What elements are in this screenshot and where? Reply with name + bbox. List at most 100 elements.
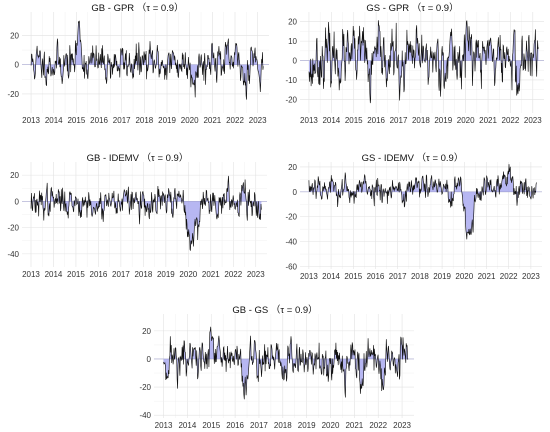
x-tick-label: 2015 [202,421,220,430]
y-tick-label: 0 [293,57,298,66]
x-tick-label: 2022 [224,270,242,279]
x-tick-label: 2018 [412,116,430,125]
x-tick-label: 2017 [250,421,268,430]
x-tick-label: 2019 [298,421,316,430]
x-tick-label: 2020 [181,116,199,125]
x-tick-label: 2023 [247,270,265,279]
y-tick-label: 20 [288,18,297,27]
chart-panel-gb-gs: GB - GS （τ = 0.9） 20 0 -20 -40 2013 2014 2015 2… [130,302,420,432]
x-tick-label: 2016 [367,272,385,281]
y-tick-label: 20 [10,171,19,180]
x-tick-label: 2014 [178,421,196,430]
x-tick-label: 2022 [226,116,244,125]
x-tick-label: 2014 [322,272,340,281]
x-tick-label: 2017 [113,116,131,125]
x-tick-label: 2021 [202,270,220,279]
y-tick-label: 0 [147,355,152,364]
x-tick-label: 2013 [155,421,173,430]
series-line [163,326,409,400]
x-tick-label: 2019 [158,116,176,125]
x-tick-label: 2016 [367,116,385,125]
x-tick-label: 2019 [434,116,452,125]
grid [300,162,542,269]
x-tick-label: 2015 [345,116,363,125]
y-tick-label: 20 [10,31,19,40]
y-tick-label: -20 [285,95,297,104]
y-tick-label: -20 [7,90,19,99]
y-tick-label: -20 [285,213,297,222]
x-tick-label: 2021 [345,421,363,430]
x-tick-label: 2023 [522,272,540,281]
series-line [308,164,537,240]
x-tick-label: 2020 [457,116,475,125]
x-tick-label: 2021 [478,272,496,281]
chart-panel-gb-idemv: GB - IDEMV （τ = 0.9） 20 0 -20 -40 2013 2014 20… [0,150,275,280]
x-tick-label: 2013 [300,272,318,281]
x-tick-label: 2018 [274,421,292,430]
x-tick-label: 2014 [45,116,63,125]
grid [22,162,267,267]
x-tick-label: 2017 [389,272,407,281]
chart-plot: 20 0 -20 -40 2013 2014 2015 2016 2017 2018 2019 202… [139,314,414,430]
x-tick-label: 2015 [67,270,85,279]
chart-title: GB - GPR （τ = 0.9） [91,3,184,14]
y-tick-label: 10 [288,37,297,46]
series-line [30,175,262,251]
x-tick-label: 2019 [157,270,175,279]
chart-plot: 20 0 -20 -40 2013 2014 2015 2016 2017 2018 2019 202… [7,162,267,279]
x-tick-label: 2017 [390,116,408,125]
series-line [30,20,264,100]
x-tick-label: 2022 [369,421,387,430]
x-tick-label: 2018 [411,272,429,281]
x-tick-label: 2013 [300,116,318,125]
x-tick-label: 2016 [90,270,108,279]
series-area [31,20,264,100]
x-tick-label: 2020 [455,272,473,281]
chart-plot: 20 0 -20 2013 2014 2015 2016 2017 2018 2019 2020 20… [7,12,269,125]
x-tick-label: 2022 [500,272,518,281]
x-tick-label: 2020 [322,421,340,430]
y-tick-label: 0 [15,61,20,70]
series-area [163,326,408,400]
chart-panel-gs-gpr: GS - GPR （τ = 0.9） 20 10 0 -10 -20 2013 2014 20… [275,0,550,130]
x-tick-label: 2021 [203,116,221,125]
y-tick-label: -60 [285,263,297,272]
chart-title: GS - IDEMV （τ = 0.9） [361,153,464,164]
series-line [308,20,539,104]
y-tick-label: -10 [285,76,297,85]
chart-title: GB - IDEMV （τ = 0.9） [86,153,189,164]
chart-panel-gs-idemv: GS - IDEMV （τ = 0.9） 20 0 -20 -40 -60 2013 201… [275,150,550,281]
y-tick-label: -20 [7,224,19,233]
x-tick-label: 2019 [433,272,451,281]
series-area [31,175,262,251]
x-tick-label: 2023 [249,116,267,125]
y-tick-label: -40 [285,238,297,247]
y-tick-label: -40 [139,411,151,420]
x-tick-label: 2018 [134,270,152,279]
x-tick-label: 2014 [45,270,63,279]
series-area [308,164,537,240]
y-tick-label: 0 [15,197,20,206]
chart-plot: 20 10 0 -10 -20 2013 2014 2015 2016 2017 2018 2019 2… [285,12,544,125]
y-tick-label: 20 [142,327,151,336]
x-tick-label: 2014 [322,116,340,125]
x-tick-label: 2013 [22,116,40,125]
x-tick-label: 2017 [112,270,130,279]
x-tick-label: 2013 [22,270,40,279]
x-tick-label: 2016 [226,421,244,430]
x-tick-label: 2015 [67,116,85,125]
x-tick-label: 2020 [179,270,197,279]
x-tick-label: 2021 [479,116,497,125]
series-area [309,20,539,104]
chart-title: GB - GS （τ = 0.9） [232,305,318,316]
y-tick-label: 0 [293,188,298,197]
y-tick-label: 20 [288,163,297,172]
x-tick-label: 2018 [135,116,153,125]
y-tick-label: -40 [7,250,19,259]
x-tick-label: 2016 [90,116,108,125]
x-tick-label: 2022 [502,116,520,125]
x-tick-label: 2023 [393,421,411,430]
x-tick-label: 2023 [524,116,542,125]
chart-panel-gb-gpr: GB - GPR （τ = 0.9） 20 0 -20 2013 2014 2015 201… [0,0,275,130]
